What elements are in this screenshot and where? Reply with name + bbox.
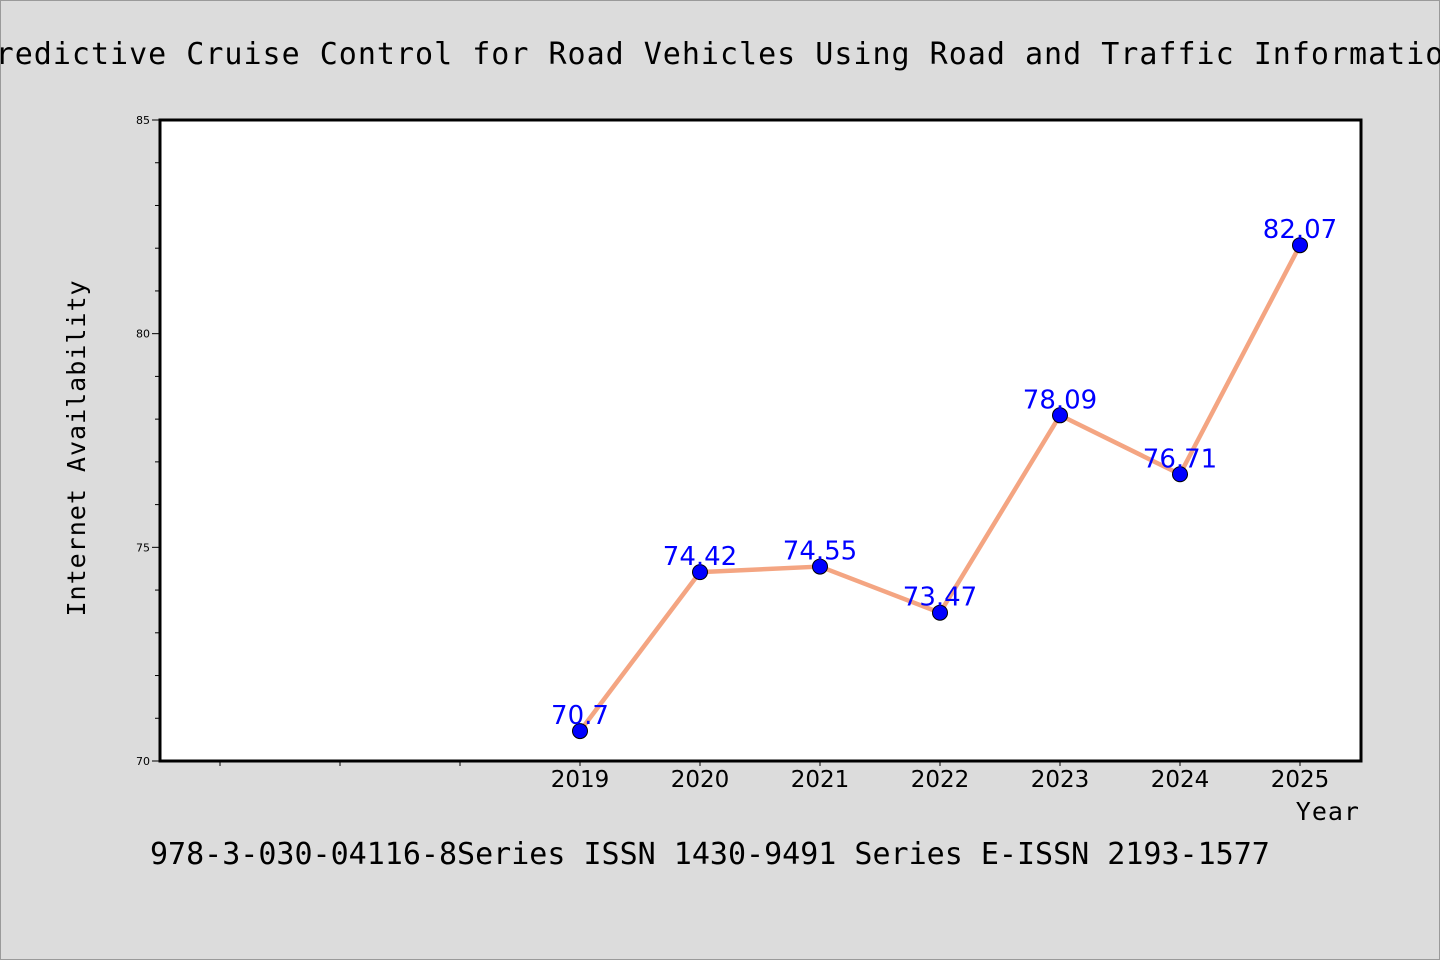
series-internet-availability: 70.7 74.42 74.55 73.47 78.09 76.71 82.07 — [551, 215, 1337, 740]
data-label: 74.55 — [783, 537, 857, 567]
data-point — [572, 723, 588, 740]
y-tick-label: 80 — [136, 328, 150, 341]
data-label: 74.42 — [663, 542, 737, 572]
x-axis: 2019 2020 2021 2022 2023 2024 2025 — [219, 761, 1330, 793]
data-point — [1052, 407, 1068, 424]
y-tick-label: 75 — [136, 541, 150, 554]
footer-isbn-issn: 978-3-030-04116-8Series ISSN 1430-9491 S… — [150, 837, 1270, 872]
x-axis-title: Year — [1296, 797, 1360, 826]
data-label: 70.7 — [551, 701, 609, 731]
plot-area — [158, 118, 1363, 763]
x-tick-label: 2021 — [791, 767, 850, 793]
data-point — [692, 564, 708, 581]
x-tick-label: 2019 — [551, 767, 610, 793]
chart-title: Predictive Cruise Control for Road Vehic… — [0, 37, 1440, 72]
x-tick-label: 2023 — [1031, 767, 1090, 793]
y-tick-label: 70 — [136, 755, 150, 768]
data-label: 78.09 — [1023, 385, 1097, 415]
y-axis: 70 75 80 85 — [136, 114, 160, 768]
data-label: 82.07 — [1263, 215, 1337, 245]
x-tick-label: 2024 — [1151, 767, 1210, 793]
data-point — [1292, 237, 1308, 254]
data-point — [932, 604, 948, 621]
y-tick-label: 85 — [136, 114, 150, 127]
data-point — [812, 558, 828, 575]
data-label: 76.71 — [1143, 444, 1217, 474]
data-label: 73.47 — [903, 583, 977, 613]
x-tick-label: 2025 — [1271, 767, 1330, 793]
x-tick-label: 2020 — [671, 767, 730, 793]
y-axis-title: Internet Availability — [62, 279, 91, 616]
data-point — [1172, 466, 1188, 483]
x-tick-label: 2022 — [911, 767, 970, 793]
